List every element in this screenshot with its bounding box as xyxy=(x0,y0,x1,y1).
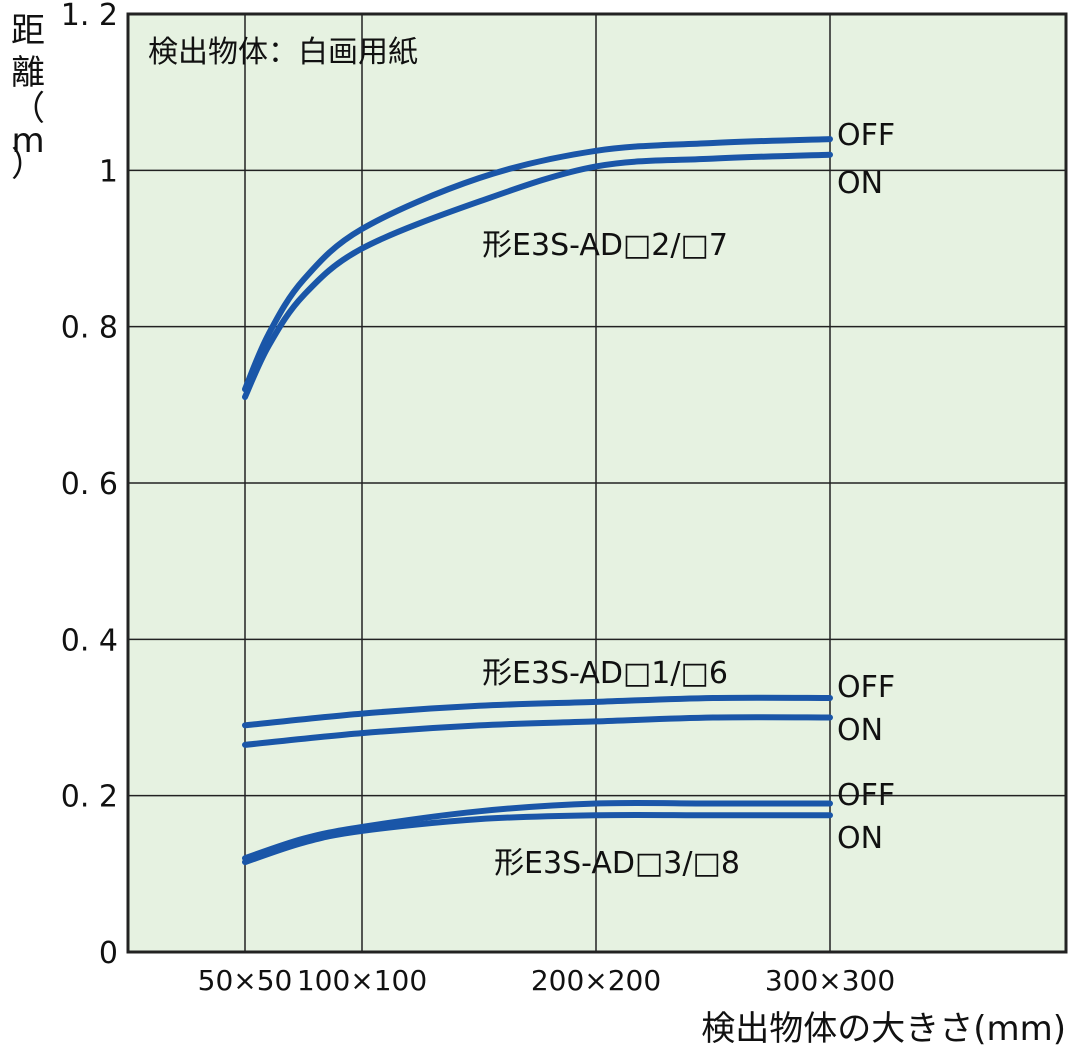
grid-lines xyxy=(128,14,1066,952)
y-tick-label: 0. 4 xyxy=(61,623,118,658)
y-tick-label: 1. 2 xyxy=(61,0,118,33)
series-line-on xyxy=(242,151,833,401)
state-label-on: ON xyxy=(837,821,883,856)
y-axis-title: 距離（m） xyxy=(11,11,45,185)
series-group-label: 形E3S-AD□1/□6 xyxy=(482,656,728,691)
x-tick-labels: 50×50 100×100 200×200 300×300 xyxy=(198,964,896,997)
x-tick-label: 100×100 xyxy=(297,964,427,997)
x-tick-label: 300×300 xyxy=(765,964,895,997)
x-tick-label: 200×200 xyxy=(531,964,661,997)
y-tick-label: 0 xyxy=(99,936,118,971)
series-line-on xyxy=(242,811,833,866)
state-label-off: OFF xyxy=(837,670,895,705)
y-tick-labels: 0 0. 2 0. 4 0. 6 0. 8 1 1. 2 xyxy=(61,0,118,971)
y-tick-label: 0. 6 xyxy=(61,467,118,502)
annotation-text: 検出物体：白画用紙 xyxy=(148,35,418,70)
series-line-off xyxy=(242,136,833,393)
state-label-on: ON xyxy=(837,166,883,201)
y-axis-title-char: （ xyxy=(11,89,45,129)
series-group-label: 形E3S-AD□2/□7 xyxy=(482,228,728,263)
y-axis-title-char: ） xyxy=(11,145,45,185)
y-axis-title-char: m xyxy=(11,121,44,161)
series-line-off xyxy=(242,694,833,729)
series-group-label: 形E3S-AD□3/□8 xyxy=(494,846,740,881)
series-line-on xyxy=(242,714,833,748)
y-tick-label: 0. 2 xyxy=(61,780,118,815)
series-lines xyxy=(242,136,833,866)
y-axis-title-char: 距 xyxy=(11,11,45,51)
series-line-off xyxy=(242,799,833,862)
state-label-off: OFF xyxy=(837,778,895,813)
y-tick-label: 1 xyxy=(99,154,118,189)
state-label-off: OFF xyxy=(837,118,895,153)
x-tick-label: 50×50 xyxy=(198,964,293,997)
y-axis-title-char: 離 xyxy=(11,53,45,93)
series-labels: 形E3S-AD□2/□7 OFF ON 形E3S-AD□1/□6 OFF ON 形E3S-A… xyxy=(482,118,895,881)
y-tick-label: 0. 8 xyxy=(61,311,118,346)
x-axis-title: 検出物体の大きさ(mm) xyxy=(701,1009,1066,1049)
state-label-on: ON xyxy=(837,713,883,748)
